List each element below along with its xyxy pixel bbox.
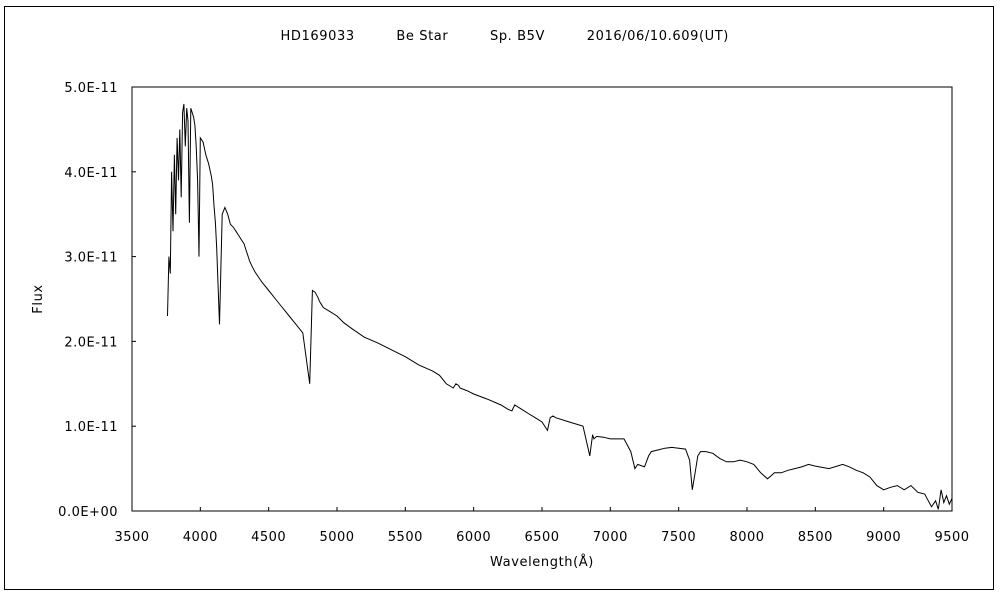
- x-tick-label: 7000: [593, 530, 628, 545]
- x-tick-label: 3500: [114, 530, 149, 545]
- y-tick-label: 0.0E+00: [58, 505, 118, 520]
- y-tick-label: 4.0E-11: [64, 166, 118, 181]
- x-axis-title: Wavelength(Å): [490, 554, 594, 570]
- x-tick-label: 5500: [388, 530, 423, 545]
- flux-series-line: [167, 103, 953, 510]
- title-spectral-type: Sp. B5V: [490, 29, 545, 44]
- y-tick-label: 1.0E-11: [64, 420, 118, 435]
- title-star-type: Be Star: [396, 29, 448, 44]
- title-star-id: HD169033: [280, 29, 354, 44]
- chart-title: HD169033 Be Star Sp. B5V 2016/06/10.609(…: [257, 29, 743, 44]
- x-tick-label: 6000: [456, 530, 491, 545]
- chart-frame: [4, 6, 994, 590]
- x-axis: 3500 4000 4500 5000 5500 6000 6500 7000 7500 8000…: [114, 507, 969, 545]
- x-tick-label: 5000: [319, 530, 354, 545]
- x-tick-label: 4000: [183, 530, 218, 545]
- title-observation-date: 2016/06/10.609(UT): [587, 29, 729, 44]
- x-tick-label: 6500: [524, 530, 559, 545]
- y-axis-title: Flux: [31, 284, 46, 313]
- x-tick-label: 4500: [251, 530, 286, 545]
- y-axis: 0.0E+00 1.0E-11 2.0E-11 3.0E-11 4.0E-11 5.0E-…: [58, 81, 136, 520]
- y-tick-label: 2.0E-11: [64, 335, 118, 350]
- y-tick-label: 5.0E-11: [64, 81, 118, 96]
- x-tick-label: 8500: [798, 530, 833, 545]
- x-tick-label: 7500: [661, 530, 696, 545]
- x-tick-label: 9500: [934, 530, 969, 545]
- y-tick-label: 3.0E-11: [64, 251, 118, 266]
- x-tick-label: 9000: [866, 530, 901, 545]
- x-tick-label: 8000: [729, 530, 764, 545]
- plot-area: [131, 86, 953, 512]
